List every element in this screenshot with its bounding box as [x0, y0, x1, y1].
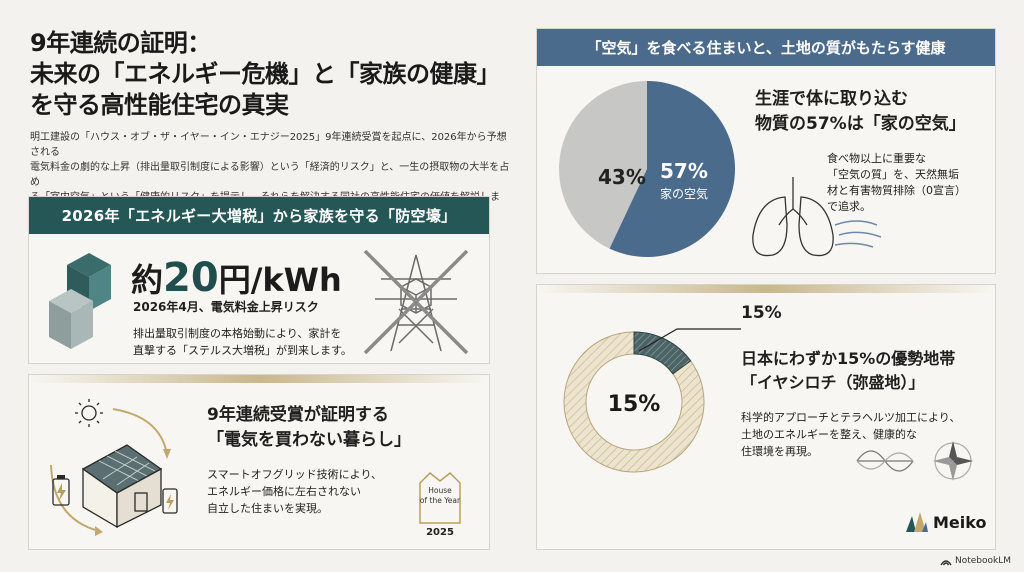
gold-accent-bar-right — [537, 285, 995, 293]
notebooklm-label: NotebookLM — [955, 556, 1012, 566]
land-share-donut-chart: 15% — [563, 331, 705, 473]
land-desc-3: 住環境を再現。 — [741, 445, 818, 458]
donut-callout-line — [638, 328, 741, 352]
award-badge: House of the Year 2025 — [419, 471, 461, 537]
air-quality-header: 「空気」を食べる住まいと、土地の質がもたらす健康 — [537, 29, 995, 66]
price-prefix: 約 — [131, 261, 164, 299]
notebooklm-icon — [940, 559, 952, 565]
offgrid-headline: 9年連続受賞が証明する 「電気を買わない暮らし」 — [207, 403, 411, 453]
meiko-wordmark: Meiko — [933, 512, 987, 532]
air-share-pie-chart: 43% 57% 家の空気 — [559, 81, 735, 257]
offgrid-desc-3: 自立した住まいを実現。 — [207, 502, 328, 515]
intro-line-1: 明工建設の「ハウス・オブ・ザ・イヤー・イン・エナジー2025」9年連続受賞を起点… — [30, 132, 507, 158]
gold-accent-bar — [29, 375, 489, 383]
intro-line-2: 電気料金の劇的な上昇（排出量取引制度による影響）という「経済的リスク」と、一生の… — [30, 162, 510, 188]
meiko-logo: Meiko — [906, 512, 986, 532]
wave-compass-icon — [856, 441, 973, 481]
air-desc-2: 「空気の質」を、天然無垢 — [827, 168, 959, 181]
offgrid-headline-1: 9年連続受賞が証明する — [207, 405, 389, 425]
offgrid-desc-2: エネルギー価格に左右されない — [207, 485, 361, 498]
building-cube-icon — [49, 253, 111, 349]
land-headline-1: 日本にわずか15%の優勢地帯 — [741, 349, 956, 368]
energy-tax-card: 2026年「エネルギー大増税」から家族を守る「防空壕」 約20円/kWh 202… — [28, 196, 490, 364]
price-unit: 円/kWh — [218, 261, 342, 299]
title-line-1: 9年連続の証明： — [30, 29, 211, 57]
lungs-icon — [752, 177, 882, 257]
air-desc-1: 食べ物以上に重要な — [827, 152, 926, 165]
land-description: 科学的アプローチとテラヘルツ加工により、 土地のエネルギーを整え、健康的な 住環… — [741, 409, 960, 460]
offgrid-headline-2: 「電気を買わない暮らし」 — [207, 430, 411, 450]
land-headline-2: 「イヤシロチ（弥盛地）」 — [741, 373, 925, 392]
badge-line-2: of the Year — [420, 496, 461, 505]
badge-line-1: House — [428, 486, 452, 495]
land-desc-1: 科学的アプローチとテラヘルツ加工により、 — [741, 411, 961, 424]
notebooklm-watermark: NotebookLM — [940, 556, 1011, 566]
pie-label-other: 43% — [598, 165, 646, 189]
price-subtitle: 2026年4月、電気料金上昇リスク — [133, 300, 319, 314]
meiko-logo-mark — [906, 512, 928, 532]
pie-slice-other — [559, 81, 647, 249]
title-line-2: 未来の「エネルギー危機」と「家族の健康」 — [30, 60, 501, 88]
pie-slice-home-air — [609, 81, 735, 257]
energy-tax-description: 排出量取引制度の本格始動により、家計を 直撃する「ステルス大増税」が到来します。 — [133, 325, 373, 359]
badge-year: 2025 — [426, 527, 454, 537]
air-quality-card: 「空気」を食べる住まいと、土地の質がもたらす健康 43% 57% 家の空気 生涯… — [536, 28, 996, 274]
air-headline: 生涯で体に取り込む 物質の57%は「家の空気」 — [755, 87, 966, 137]
land-quality-card: 15% 15% 日本にわずか15%の優勢地帯 「イヤシロチ（弥盛地）」 科学的ア… — [536, 284, 996, 550]
energy-tax-desc-2: 直撃する「ステルス大増税」が到来します。 — [133, 344, 352, 357]
pie-label-home-air: 57% — [660, 159, 708, 183]
price-number: 20 — [163, 255, 219, 301]
donut-slice-other — [563, 331, 705, 473]
land-desc-2: 土地のエネルギーを整え、健康的な — [741, 428, 917, 441]
crossed-power-tower-icon — [363, 249, 469, 355]
energy-tax-desc-1: 排出量取引制度の本格始動により、家計を — [133, 327, 342, 340]
donut-slice-iyashirochi — [633, 331, 692, 375]
pie-caption-home-air: 家の空気 — [660, 186, 708, 201]
air-headline-1: 生涯で体に取り込む — [755, 89, 908, 109]
land-headline: 日本にわずか15%の優勢地帯 「イヤシロチ（弥盛地）」 — [741, 347, 955, 395]
offgrid-card: 9年連続受賞が証明する 「電気を買わない暮らし」 スマートオフグリッド技術により… — [28, 374, 490, 550]
price-figure: 約20円/kWh — [131, 255, 342, 301]
air-desc-3: 材と有害物質排除（0宣言） — [827, 184, 966, 197]
offgrid-description: スマートオフグリッド技術により、 エネルギー価格に左右されない 自立した住まいを… — [207, 466, 382, 517]
iyashirochi-percent: 15% — [741, 303, 782, 323]
solar-house-icon — [50, 399, 178, 536]
page-title: 9年連続の証明： 未来の「エネルギー危機」と「家族の健康」 を守る高性能住宅の真… — [30, 28, 501, 121]
air-headline-2: 物質の57%は「家の空気」 — [755, 114, 966, 134]
offgrid-desc-1: スマートオフグリッド技術により、 — [207, 468, 383, 481]
air-description: 食べ物以上に重要な 「空気の質」を、天然無垢 材と有害物質排除（0宣言） で追求… — [827, 151, 987, 215]
title-line-3: を守る高性能住宅の真実 — [30, 91, 289, 119]
donut-center-label: 15% — [608, 392, 661, 417]
energy-tax-header: 2026年「エネルギー大増税」から家族を守る「防空壕」 — [29, 197, 489, 234]
air-desc-4: で追求。 — [827, 200, 871, 213]
